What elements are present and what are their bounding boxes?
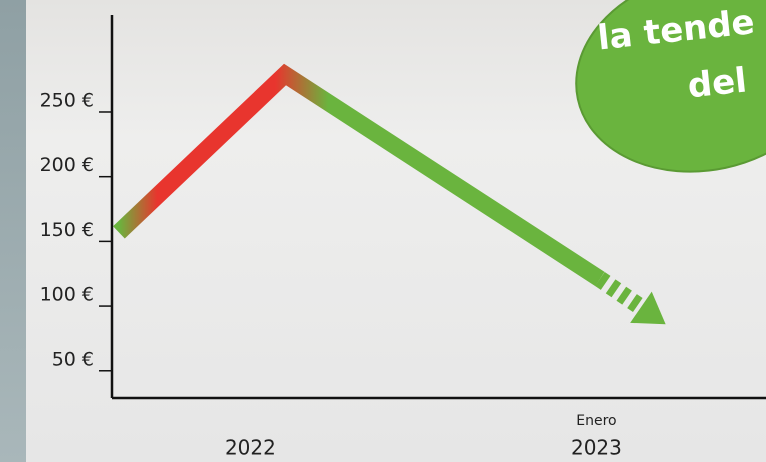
y-tick-label: 50 € <box>52 348 94 370</box>
arrow-head <box>630 291 666 325</box>
x-tick-label: 2023 <box>571 436 622 460</box>
projection-line <box>595 271 646 315</box>
side-strip <box>0 0 26 462</box>
trend-line <box>113 63 605 287</box>
y-tick-label: 200 € <box>40 154 94 176</box>
x-tick-label: 2022 <box>225 436 276 460</box>
y-tick-label: 250 € <box>40 89 94 111</box>
annotation: Enero <box>576 413 616 429</box>
y-tick-label: 100 € <box>40 284 94 306</box>
badge-text: del <box>686 60 749 106</box>
y-tick-label: 150 € <box>40 219 94 241</box>
badge <box>575 0 766 173</box>
